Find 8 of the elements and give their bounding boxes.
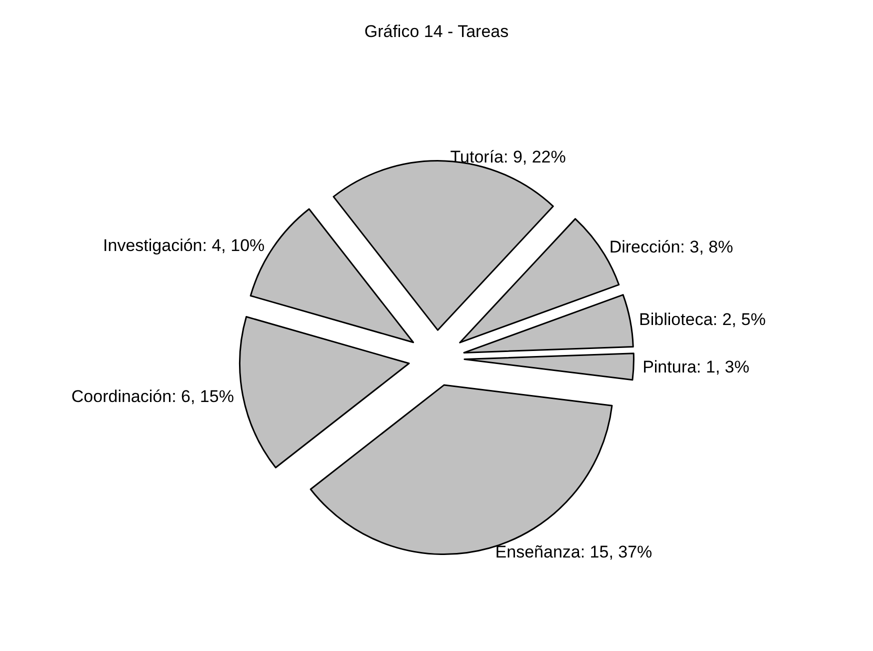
slice-label: Enseñanza: 15, 37% xyxy=(495,542,652,562)
slice-label: Dirección: 3, 8% xyxy=(609,237,734,256)
slice-label: Coordinación: 6, 15% xyxy=(71,386,234,406)
slice-label: Tutoría: 9, 22% xyxy=(450,147,566,166)
slice-label: Investigación: 4, 10% xyxy=(103,236,265,256)
slice-label: Pintura: 1, 3% xyxy=(642,357,750,376)
chart-title: Gráfico 14 - Tareas xyxy=(364,22,509,41)
slice-label: Biblioteca: 2, 5% xyxy=(639,310,766,330)
